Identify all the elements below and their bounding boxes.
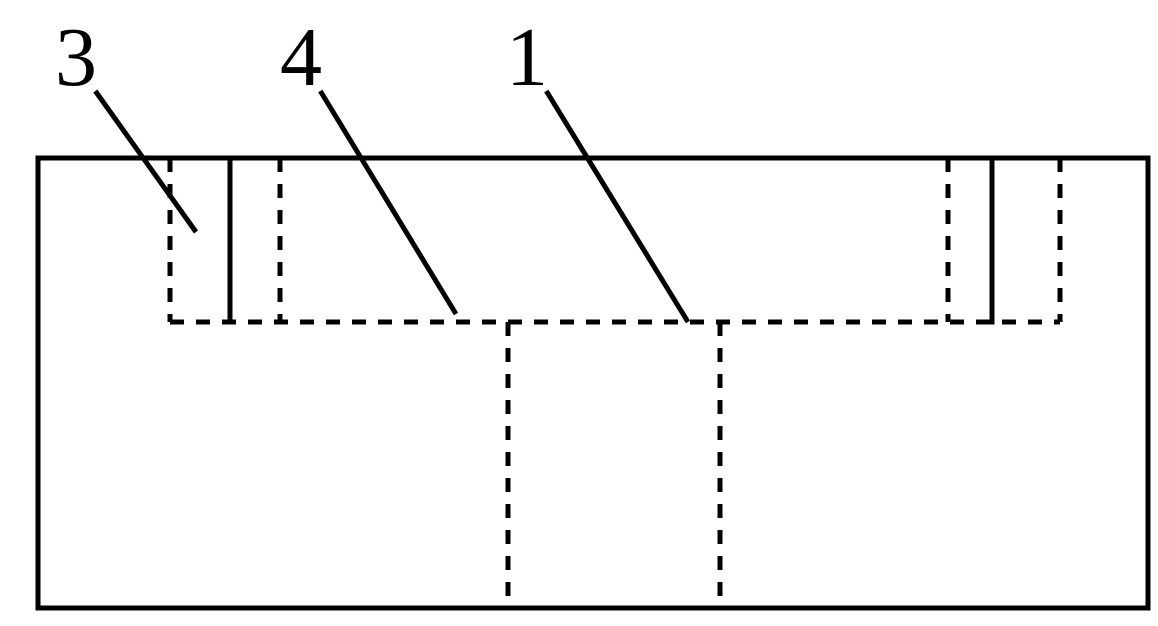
label-leader-1 xyxy=(546,91,688,322)
label-leader-4 xyxy=(320,91,456,314)
label-4: 4 xyxy=(280,11,322,104)
outer-body xyxy=(38,158,1148,608)
label-3: 3 xyxy=(55,11,97,104)
label-leader-3 xyxy=(95,91,196,232)
label-1: 1 xyxy=(506,11,548,104)
technical-diagram: 3 4 1 xyxy=(0,0,1158,626)
